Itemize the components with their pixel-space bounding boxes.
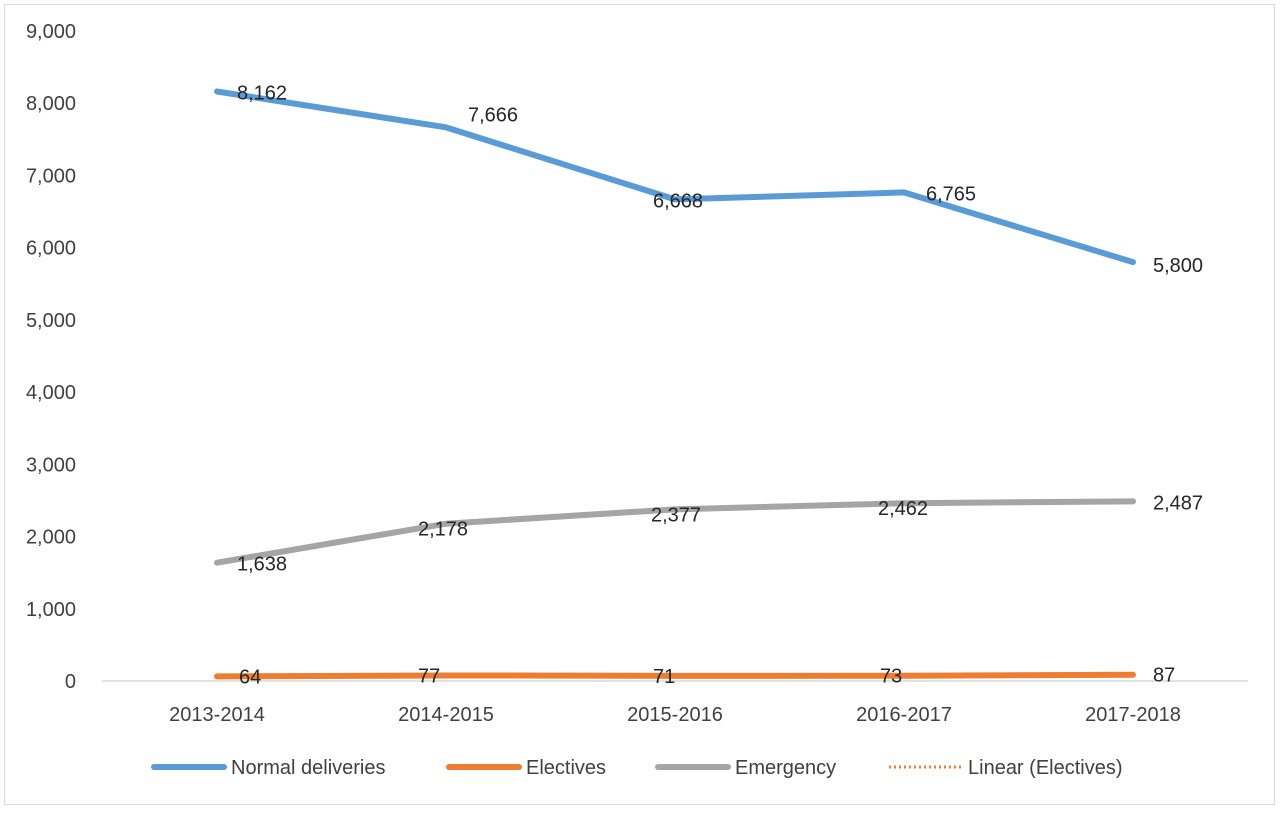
legend-item-normal-deliveries: Normal deliveries	[151, 757, 386, 779]
y-tick-label: 6,000	[26, 238, 76, 260]
legend-label: Normal deliveries	[231, 757, 386, 779]
x-tick-label: 2017-2018	[1085, 704, 1181, 726]
data-label-electives: 73	[880, 666, 902, 688]
y-tick-label: 9,000	[26, 21, 76, 43]
legend-label: Electives	[526, 757, 606, 779]
y-tick-label: 1,000	[26, 599, 76, 621]
y-tick-label: 7,000	[26, 165, 76, 187]
legend-item-emergency: Emergency	[655, 757, 836, 779]
legend-label: Linear (Electives)	[968, 757, 1123, 779]
data-label-electives: 87	[1153, 665, 1175, 687]
y-tick-label: 0	[65, 671, 76, 693]
y-tick-label: 8,000	[26, 93, 76, 115]
data-label-electives: 64	[239, 666, 261, 688]
series-line-normal-deliveries	[214, 88, 1136, 266]
series-layer	[214, 88, 1136, 680]
data-label-normal-deliveries: 6,668	[653, 190, 703, 212]
x-tick-label: 2015-2016	[627, 704, 723, 726]
y-tick-label: 4,000	[26, 382, 76, 404]
data-label-normal-deliveries: 8,162	[237, 83, 287, 105]
axis-layer: 0 1,000 2,000 3,000 4,000 5,000 6,000 7,000 8,00…	[26, 21, 1248, 726]
data-label-emergency: 2,178	[418, 519, 468, 541]
legend-item-linear-electives: Linear (Electives)	[889, 757, 1123, 779]
y-tick-label: 2,000	[26, 527, 76, 549]
legend-label: Emergency	[735, 757, 836, 779]
data-label-emergency: 1,638	[237, 554, 287, 576]
data-label-normal-deliveries: 7,666	[468, 104, 518, 126]
data-label-emergency: 2,377	[651, 504, 701, 526]
data-label-electives: 77	[418, 665, 440, 687]
data-label-emergency: 2,462	[878, 498, 928, 520]
data-label-electives: 71	[653, 666, 675, 688]
data-label-layer: 1,638 2,178 2,377 2,462 2,487 8,162 7,666 6,668…	[237, 83, 1203, 689]
legend-item-electives: Electives	[446, 757, 606, 779]
legend: Normal deliveries Electives Emergency Linea…	[151, 757, 1123, 779]
x-tick-label: 2016-2017	[856, 704, 952, 726]
y-tick-label: 3,000	[26, 454, 76, 476]
chart-frame	[4, 4, 1275, 805]
data-label-normal-deliveries: 6,765	[926, 183, 976, 205]
data-label-emergency: 2,487	[1153, 492, 1203, 514]
series-line-electives	[214, 671, 1136, 680]
series-line-emergency	[214, 498, 1136, 566]
x-tick-label: 2013-2014	[169, 704, 265, 726]
y-tick-label: 5,000	[26, 310, 76, 332]
data-label-normal-deliveries: 5,800	[1153, 255, 1203, 277]
x-tick-label: 2014-2015	[398, 704, 494, 726]
